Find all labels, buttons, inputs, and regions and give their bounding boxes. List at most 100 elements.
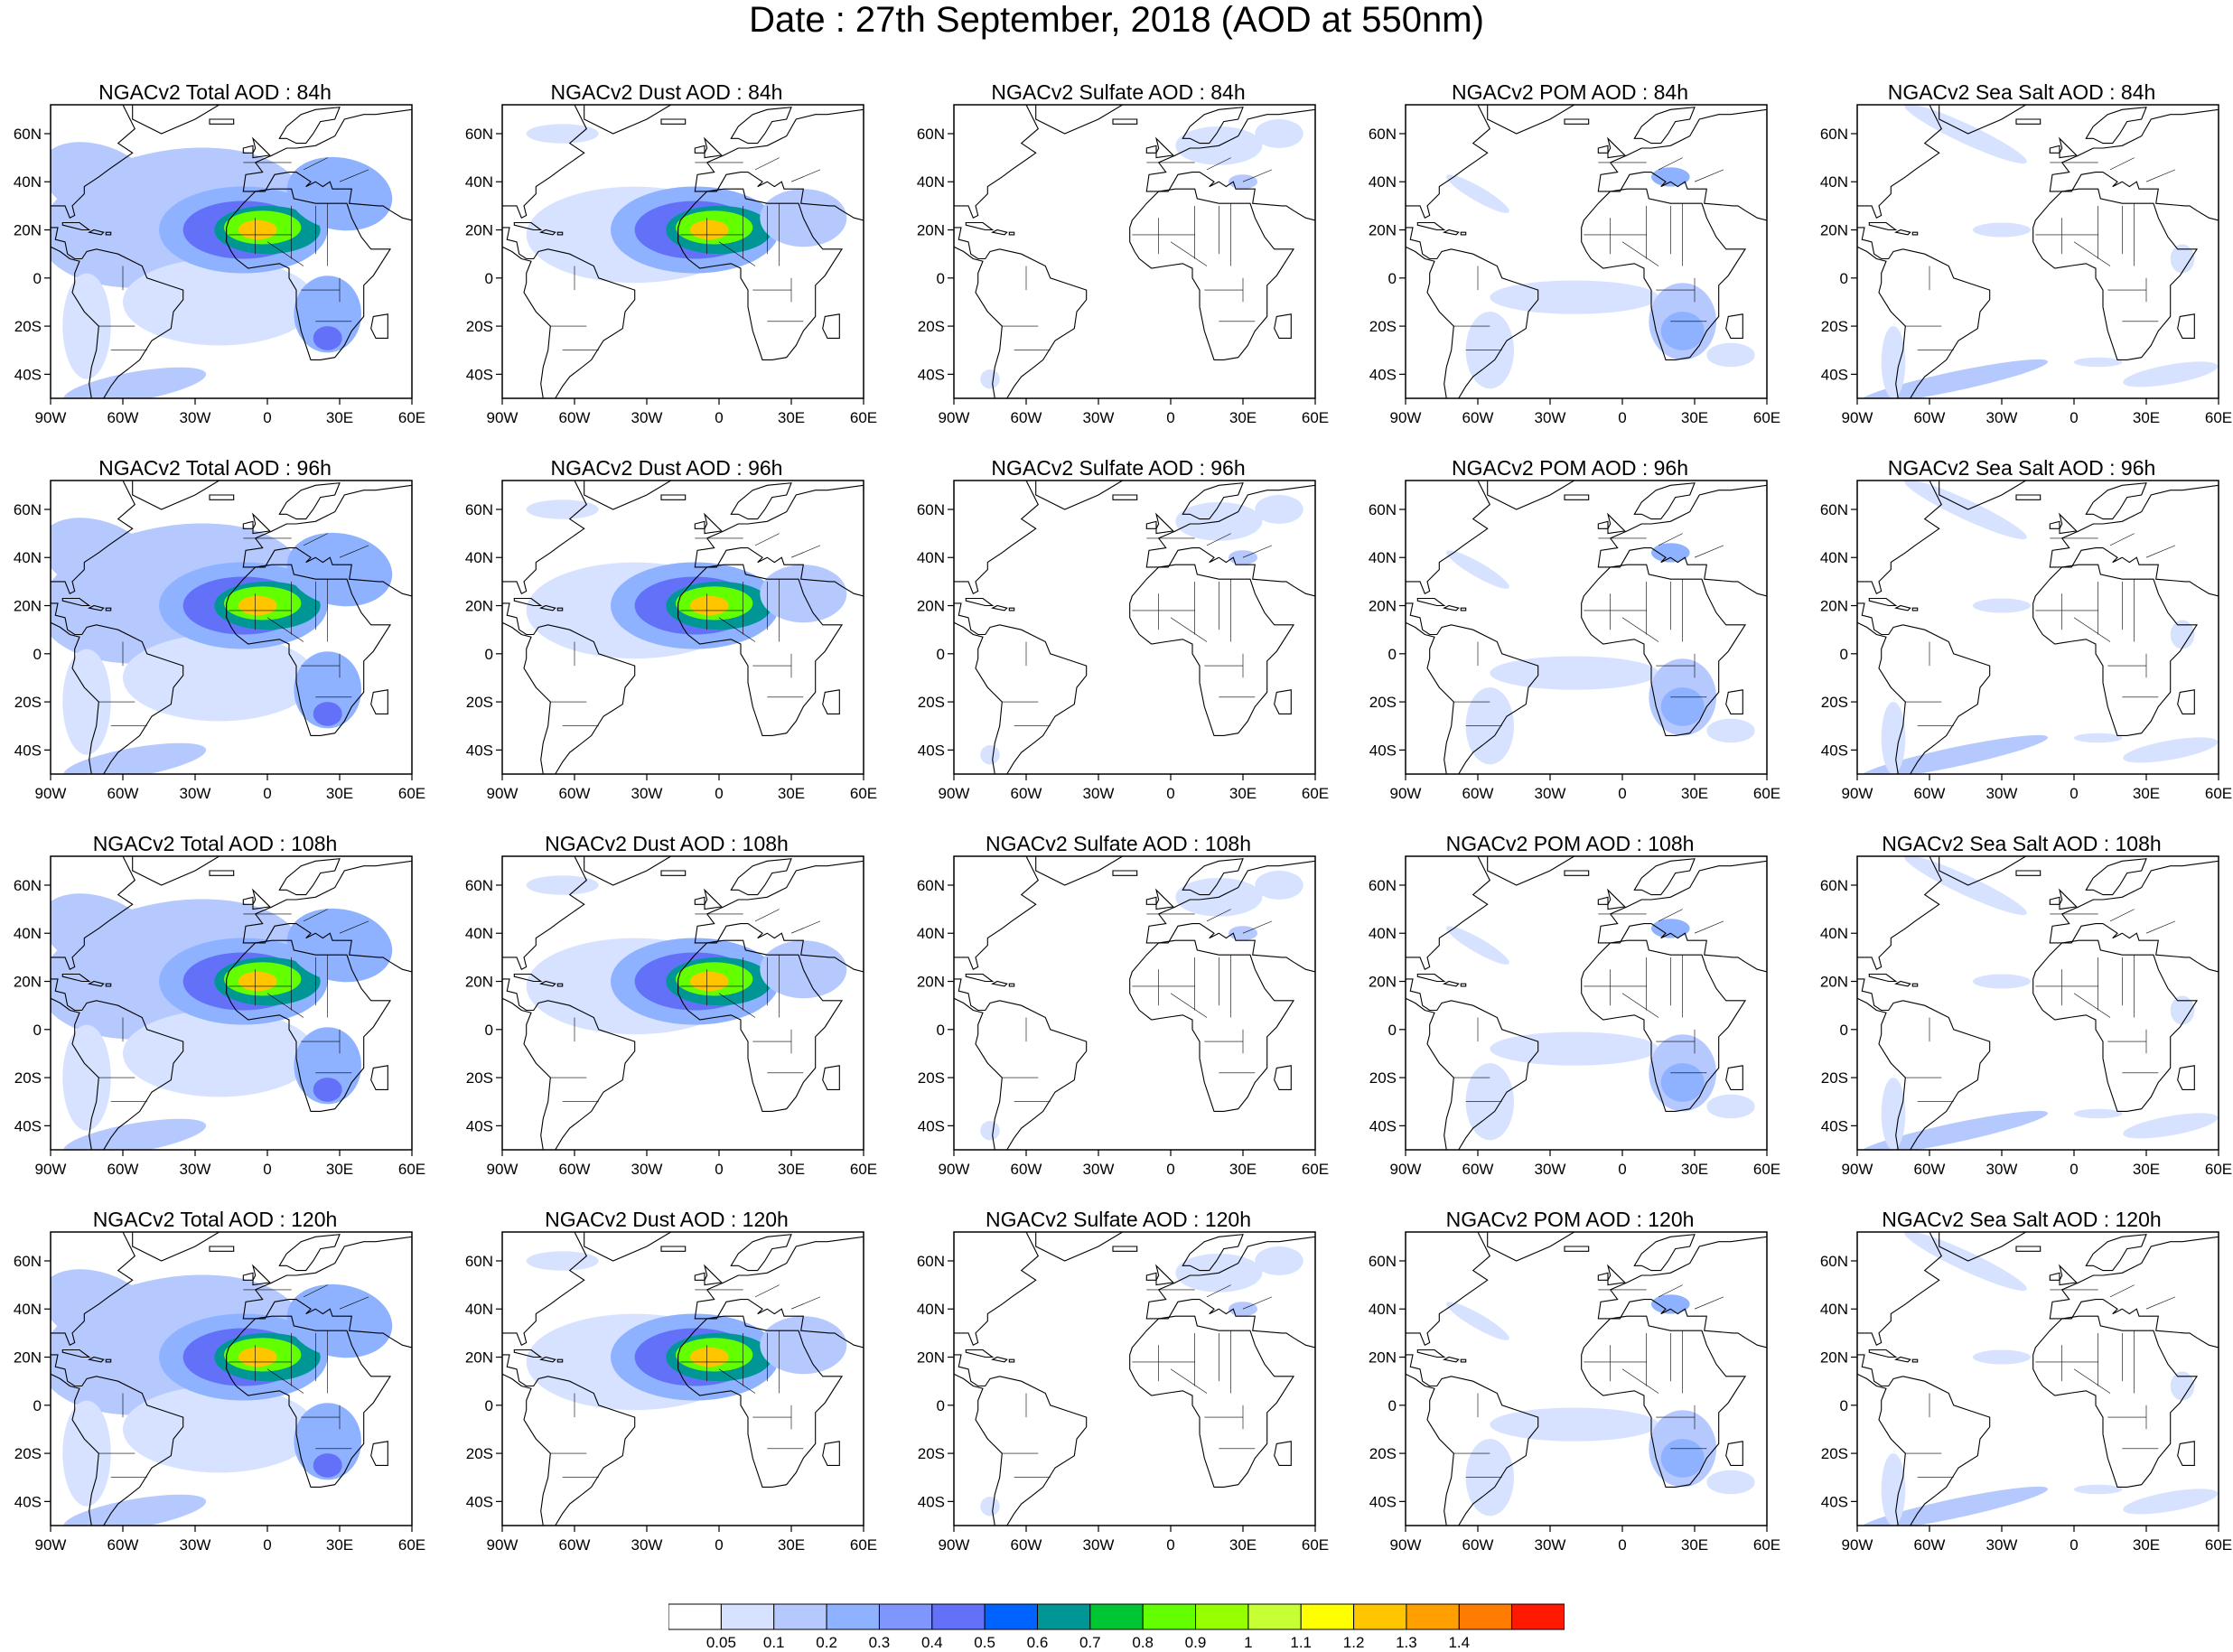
lat-tick-label: 0	[1840, 270, 1848, 287]
panel-title: NGACv2 POM AOD : 108h	[1445, 832, 1695, 855]
aod-field-patch	[286, 908, 393, 983]
coastline	[694, 1236, 864, 1349]
coastline	[1406, 978, 1539, 1150]
lat-tick-label: 0	[33, 1022, 42, 1039]
aod-field-patch	[123, 1386, 316, 1473]
coastline	[226, 1315, 392, 1488]
coastline	[539, 229, 556, 236]
lon-tick-label: 0	[263, 1536, 271, 1554]
lat-tick-label: 20S	[1821, 318, 1848, 335]
coastline	[242, 145, 254, 154]
coastline	[584, 105, 672, 135]
lat-tick-label: 40S	[466, 1117, 493, 1134]
lon-tick-label: 90W	[487, 785, 519, 802]
coastline	[584, 856, 672, 886]
coastline	[88, 604, 105, 611]
coastline	[1112, 1246, 1138, 1252]
coastline	[1487, 105, 1575, 135]
lon-tick-label: 30E	[2133, 1536, 2160, 1554]
coastline	[730, 482, 792, 520]
aod-map: 90W 60W 30W 0 30E 60E 60N 40N 20N 0 20S 40S	[14, 855, 425, 1178]
lat-tick-label: 60N	[1820, 877, 1848, 894]
coastline	[584, 481, 672, 510]
aod-map: 90W 60W 30W 0 30E 60E 60N 40N 20N 0 20S 40S	[1820, 1231, 2232, 1554]
coastline	[660, 1246, 687, 1252]
panel-title: NGACv2 Sulfate AOD : 120h	[985, 1208, 1252, 1231]
map-panel: NGACv2 Dust AOD : 96h 90W 60W 30W 0 30E 60E 60N…	[465, 455, 877, 817]
coastline	[1564, 870, 1590, 876]
country-border	[2109, 909, 2135, 922]
coastline	[1564, 118, 1590, 125]
country-border	[1206, 157, 1231, 171]
coastline	[209, 870, 235, 876]
lat-tick-label: 40S	[1369, 1493, 1397, 1510]
coastline	[502, 602, 636, 774]
coastline	[226, 939, 392, 1112]
panel-title: NGACv2 Sulfate AOD : 84h	[991, 80, 1246, 104]
aod-field-patch	[980, 369, 1000, 389]
lon-tick-label: 0	[263, 1161, 271, 1178]
coastline	[61, 597, 91, 607]
aod-field-patch	[1904, 481, 2027, 540]
panel-title: NGACv2 Total AOD : 120h	[92, 1208, 338, 1231]
coastline	[1443, 229, 1460, 236]
coastline	[1035, 1232, 1124, 1262]
aod-field-patch	[1651, 543, 1690, 563]
aod-field-patch	[63, 367, 207, 398]
coastline	[1443, 1356, 1460, 1363]
coastline	[513, 973, 543, 983]
country-border	[1206, 909, 1231, 922]
lat-tick-label: 0	[1388, 1397, 1397, 1414]
aod-field-patch	[1446, 174, 1509, 213]
aod-field-patch	[51, 893, 157, 974]
coastline	[2015, 870, 2041, 876]
lon-tick-label: 60W	[1462, 409, 1494, 426]
lat-tick-label: 60N	[14, 126, 42, 143]
lon-tick-label: 60W	[107, 409, 139, 426]
aod-field-patch	[980, 1121, 1000, 1141]
coastline	[51, 227, 184, 398]
lat-tick-label: 40S	[1821, 1493, 1848, 1510]
lat-tick-label: 0	[485, 646, 493, 663]
lat-tick-label: 20N	[14, 1349, 42, 1367]
coastline	[242, 520, 254, 529]
coastline	[2049, 896, 2060, 905]
map-frame	[1856, 104, 2219, 399]
lon-tick-label: 60E	[2205, 409, 2232, 426]
lat-tick-label: 40N	[1820, 1301, 1848, 1318]
lon-tick-label: 60E	[850, 1161, 877, 1178]
lon-tick-label: 90W	[35, 409, 67, 426]
lon-tick-label: 90W	[35, 1536, 67, 1554]
country-border	[2109, 157, 2135, 171]
lon-tick-label: 60W	[1914, 1161, 1946, 1178]
panel-title: NGACv2 Sea Salt AOD : 96h	[1887, 456, 2156, 480]
coastline	[502, 1354, 636, 1526]
colorbar-swatch	[931, 1603, 986, 1630]
country-border	[1170, 1368, 1208, 1394]
lon-tick-label: 90W	[1390, 785, 1422, 802]
lon-tick-label: 30W	[631, 785, 663, 802]
panel-title: NGACv2 POM AOD : 120h	[1445, 1208, 1695, 1231]
coastline	[1112, 494, 1138, 500]
coastline	[370, 1441, 388, 1466]
lat-tick-label: 20N	[1820, 598, 1848, 615]
coastline	[1460, 231, 1467, 236]
country-border	[2073, 617, 2111, 642]
coastline	[105, 231, 112, 236]
country-border	[339, 1296, 369, 1310]
lat-tick-label: 0	[1388, 1022, 1397, 1039]
lon-tick-label: 0	[2069, 409, 2078, 426]
lon-tick-label: 0	[1166, 1161, 1174, 1178]
aod-field-patch	[313, 326, 342, 350]
lon-tick-label: 30E	[326, 409, 353, 426]
lon-tick-label: 60E	[850, 1536, 877, 1554]
coastline	[1035, 105, 1124, 135]
lon-tick-label: 0	[1166, 409, 1174, 426]
coastline	[1416, 597, 1446, 607]
lat-tick-label: 40S	[918, 742, 945, 759]
lon-tick-label: 90W	[939, 785, 970, 802]
lat-tick-label: 40S	[1369, 1117, 1397, 1134]
lon-tick-label: 0	[263, 409, 271, 426]
coastline	[61, 221, 91, 231]
map-frame	[50, 104, 413, 399]
